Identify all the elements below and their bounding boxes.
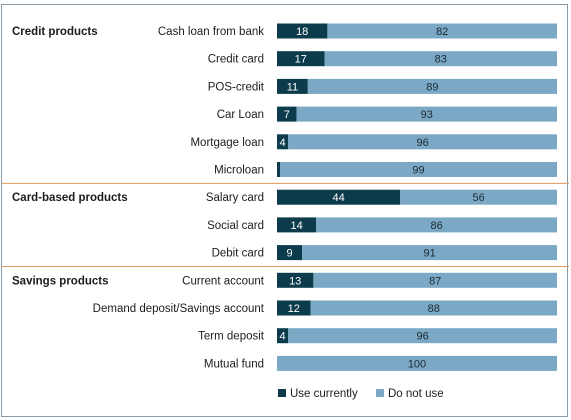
value-label-do-not-use: 88: [428, 303, 440, 315]
bar-do-not-use: [296, 106, 557, 122]
legend-label: Do not use: [388, 388, 444, 400]
category-label: Social card: [207, 220, 264, 232]
bar-do-not-use: [280, 162, 557, 177]
bar-do-not-use: [307, 78, 557, 94]
category-label: POS-credit: [208, 81, 265, 93]
category-label: Car Loan: [217, 109, 264, 121]
bar-do-not-use: [400, 189, 557, 205]
category-label: Debit card: [212, 248, 264, 260]
value-label-do-not-use: 96: [416, 137, 428, 149]
value-label-use-currently: 13: [289, 275, 301, 287]
bar-use-currently: [277, 300, 311, 316]
bar-do-not-use: [288, 134, 557, 150]
value-label-do-not-use: 86: [430, 220, 442, 232]
category-label: Salary card: [206, 192, 264, 204]
legend-swatch: [278, 389, 286, 397]
category-label: Term deposit: [198, 331, 265, 343]
value-label-use-currently: 7: [284, 109, 290, 121]
bar-do-not-use: [316, 217, 557, 233]
bar-use-currently: [277, 51, 325, 67]
value-label-do-not-use: 96: [416, 331, 428, 343]
category-label: Credit card: [208, 54, 264, 66]
value-label-use-currently: 4: [280, 137, 286, 149]
value-label-do-not-use: 100: [408, 358, 426, 370]
bar-use-currently: [277, 217, 317, 233]
legend-label: Use currently: [290, 388, 358, 400]
bar-use-currently: [277, 245, 303, 261]
bar-use-currently: [277, 162, 280, 177]
value-label-use-currently: 18: [296, 26, 308, 38]
category-label: Cash loan from bank: [158, 26, 264, 38]
value-label-do-not-use: 89: [426, 81, 438, 93]
chart-frame: Cash loan from bank 18 82 Credit card 17 83 PO…: [1, 4, 569, 417]
bar-do-not-use: [313, 272, 557, 288]
bar-use-currently: [277, 106, 297, 122]
value-label-do-not-use: 83: [435, 54, 447, 66]
value-label-do-not-use: 99: [412, 165, 424, 177]
group-label: Savings products: [12, 275, 109, 287]
value-label-use-currently: 12: [288, 303, 300, 315]
bar-use-currently: [277, 23, 328, 39]
legend-swatch: [376, 389, 384, 397]
bar-use-currently: [277, 328, 289, 344]
value-label-use-currently: 9: [287, 248, 293, 260]
bar-do-not-use: [324, 51, 557, 67]
stacked-bar-chart: Cash loan from bank 18 82 Credit card 17 83 PO…: [2, 23, 569, 400]
category-label: Mutual fund: [204, 358, 264, 370]
value-label-do-not-use: 56: [472, 192, 484, 204]
value-label-use-currently: 17: [295, 54, 307, 66]
bar-use-currently: [277, 134, 289, 150]
value-label-do-not-use: 91: [423, 248, 435, 260]
category-label: Demand deposit/Savings account: [93, 303, 265, 315]
value-label-do-not-use: 93: [421, 109, 433, 121]
group-label: Credit products: [12, 26, 98, 38]
value-label-do-not-use: 82: [436, 26, 448, 38]
category-label: Mortgage loan: [190, 137, 264, 149]
bar-use-currently: [277, 78, 308, 94]
bar-use-currently: [277, 272, 314, 288]
value-label-use-currently: 44: [332, 192, 344, 204]
group-label: Card-based products: [12, 192, 128, 204]
bar-do-not-use: [288, 328, 557, 344]
bar-use-currently: [277, 189, 401, 205]
bar-do-not-use: [302, 245, 557, 261]
category-label: Current account: [182, 275, 265, 287]
bar-do-not-use: [277, 355, 557, 371]
value-label-use-currently: 11: [287, 81, 298, 93]
value-label-use-currently: 14: [290, 220, 302, 232]
bar-do-not-use: [327, 23, 557, 39]
value-label-use-currently: 4: [280, 331, 286, 343]
bar-do-not-use: [310, 300, 557, 316]
category-label: Microloan: [214, 165, 264, 177]
value-label-do-not-use: 87: [429, 275, 441, 287]
